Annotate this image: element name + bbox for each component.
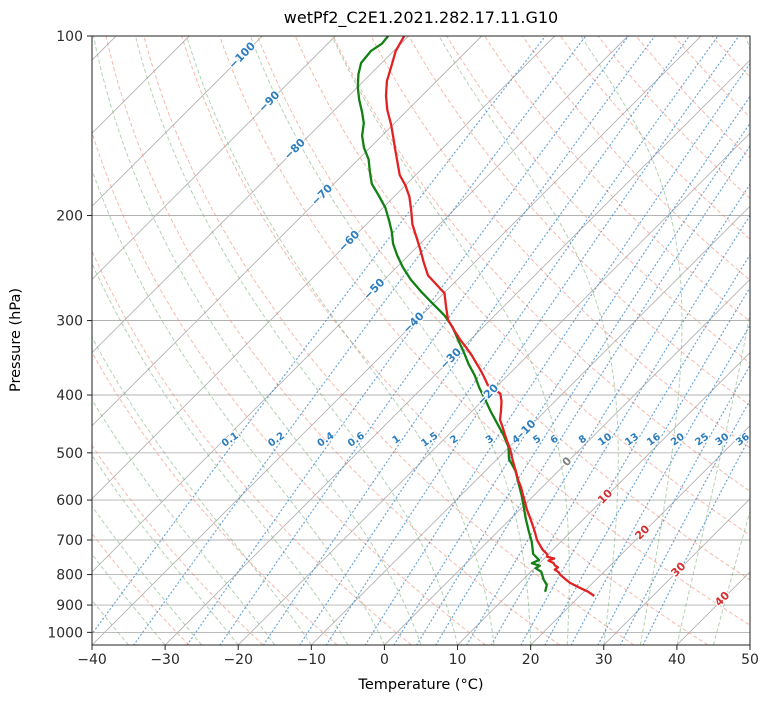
y-tick-label: 100 <box>56 29 83 45</box>
y-tick-label: 300 <box>56 314 83 330</box>
x-axis-ticks: −40 −30 −20 −10 0 10 20 30 40 50 <box>77 645 759 668</box>
x-tick-label: 20 <box>522 652 540 668</box>
dry-adiabat-lines <box>92 36 750 645</box>
mixing-ratio-label: 1 <box>391 433 403 446</box>
mixing-ratio-lines <box>92 36 750 645</box>
mixing-ratio-label: 1.5 <box>419 430 440 449</box>
mixing-ratio-label: 3 <box>484 433 496 446</box>
pressure-gridlines <box>92 35 750 633</box>
moist-adiabat-lines <box>92 36 750 645</box>
y-tick-label: 600 <box>56 493 83 509</box>
x-tick-label: 10 <box>449 652 467 668</box>
mixing-ratio-label: 5 <box>531 433 543 446</box>
y-tick-label: 500 <box>56 446 83 462</box>
x-tick-label: 50 <box>741 652 759 668</box>
mixing-ratio-label: 6 <box>549 433 561 446</box>
x-tick-label: 40 <box>668 652 686 668</box>
mixing-ratio-label: 20 <box>669 431 687 448</box>
isotherm-label: 40 <box>712 589 732 609</box>
y-tick-label: 400 <box>56 388 83 404</box>
y-tick-label: 1000 <box>47 625 83 641</box>
isotherm-label: −30 <box>437 345 464 372</box>
mixing-ratio-label: 13 <box>623 431 641 448</box>
isotherm-label: −50 <box>361 276 388 303</box>
mixing-ratio-label: 8 <box>577 433 589 446</box>
isotherm-label: 10 <box>595 486 615 506</box>
plot-border <box>91 35 751 646</box>
mixing-ratio-label: 0.2 <box>266 430 287 449</box>
isotherm-label: −70 <box>309 181 336 208</box>
x-axis-label: Temperature (°C) <box>358 677 484 693</box>
y-tick-label: 200 <box>56 209 83 225</box>
mixing-ratio-labels: 0.1 0.2 0.4 0.6 1 1.5 2 3 4 5 6 8 10 13 16 20 25 30 36 <box>219 429 753 451</box>
mixing-ratio-label: 2 <box>448 433 460 446</box>
x-tick-label: −20 <box>223 652 253 668</box>
y-tick-label: 800 <box>56 568 83 584</box>
mixing-ratio-label: 16 <box>645 431 663 448</box>
mixing-ratio-label: 25 <box>693 431 711 448</box>
mixing-ratio-label: 0.1 <box>220 430 241 449</box>
x-tick-label: −10 <box>297 652 327 668</box>
isotherm-lines <box>92 36 750 645</box>
x-tick-label: −30 <box>150 652 180 668</box>
y-tick-label: 900 <box>56 598 83 614</box>
isotherm-label: −40 <box>400 309 427 336</box>
y-tick-label: 700 <box>56 533 83 549</box>
isotherm-label: −60 <box>336 228 363 255</box>
mixing-ratio-label: 10 <box>596 431 614 448</box>
y-axis-ticks: 100 200 300 400 500 600 700 800 900 1000 <box>47 29 92 641</box>
dewpoint-curve <box>356 36 548 593</box>
chart-title: wetPf2_C2E1.2021.282.17.11.G10 <box>283 8 559 27</box>
isotherm-label: 30 <box>668 559 688 579</box>
mixing-ratio-label: 36 <box>734 431 752 448</box>
x-tick-label: 30 <box>595 652 613 668</box>
x-tick-label: −40 <box>77 652 107 668</box>
temperature-curve <box>384 36 595 597</box>
isotherm-label: −80 <box>281 136 308 163</box>
mixing-ratio-label: 30 <box>714 431 732 448</box>
x-tick-label: 0 <box>380 652 389 668</box>
